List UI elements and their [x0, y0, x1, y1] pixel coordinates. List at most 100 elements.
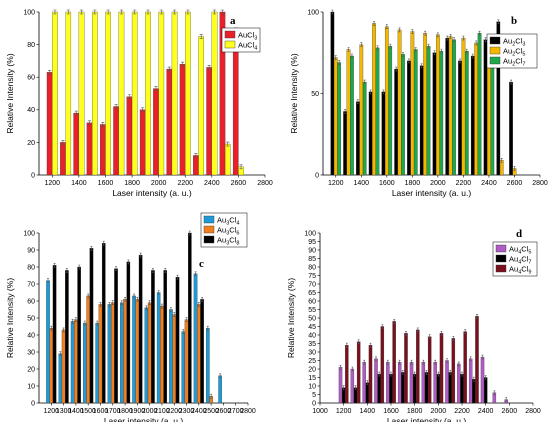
bar-au3cl6	[147, 302, 152, 404]
error-bar	[207, 65, 211, 70]
error-bar	[481, 354, 484, 360]
error-bar	[71, 319, 74, 324]
bar-au4cl7	[401, 372, 405, 404]
error-bar	[493, 390, 496, 396]
error-bar	[434, 359, 437, 365]
error-bar	[61, 140, 65, 145]
error-bar	[148, 300, 151, 305]
bar-au4cl9	[380, 326, 385, 404]
error-bar	[471, 53, 474, 59]
bar-au2cl7	[439, 50, 444, 176]
bar-au2cl5	[436, 34, 440, 176]
bar-au4cl5	[421, 362, 426, 404]
y-tick-label: 80	[27, 42, 35, 49]
bar-au4cl5	[362, 362, 366, 404]
x-tick-label: 2600	[216, 408, 232, 415]
error-bar	[157, 290, 160, 295]
bar-au3cl8	[101, 243, 106, 404]
y-tick-label: 90	[308, 247, 316, 254]
error-bar	[478, 30, 481, 36]
bar-au2cl5	[461, 37, 466, 176]
y-tick-label: 50	[311, 91, 319, 98]
error-bar	[220, 9, 225, 15]
y-tick-label: 90	[27, 247, 35, 254]
error-bar	[201, 297, 204, 302]
error-bar	[440, 331, 443, 336]
bar-au4cl9	[475, 316, 479, 404]
error-bar	[197, 302, 200, 307]
error-bar	[108, 302, 111, 307]
error-bar	[461, 371, 463, 377]
error-bar	[360, 42, 363, 47]
x-tick-label: 2100	[154, 408, 170, 415]
bar-aucl3	[139, 109, 146, 176]
error-bar	[484, 37, 487, 43]
error-bar	[173, 9, 177, 15]
error-bar	[436, 32, 439, 38]
y-tick-label: 40	[308, 332, 316, 339]
error-bar	[114, 104, 118, 109]
panel-label: c	[199, 258, 204, 270]
error-bar	[127, 94, 131, 100]
error-bar	[154, 86, 158, 91]
error-bar	[462, 35, 465, 41]
x-tick-label: 2000	[430, 180, 446, 187]
bar-au3cl8	[77, 266, 81, 404]
x-tick-label: 1300	[56, 408, 72, 415]
error-bar	[79, 9, 84, 15]
x-tick-label: 1600	[93, 408, 109, 415]
error-bar	[363, 359, 366, 365]
bar-aucl4	[131, 11, 138, 176]
bar-au2cl3	[483, 39, 488, 176]
x-axis-label: Laser intensity (a. u.)	[387, 416, 467, 422]
x-tick-label: 2200	[454, 408, 470, 415]
bar-au4cl9	[451, 338, 456, 404]
bar-au3cl6	[184, 319, 189, 404]
bar-au2cl5	[474, 42, 479, 176]
error-bar	[99, 302, 102, 307]
error-bar	[484, 375, 487, 380]
bar-au2cl7	[337, 62, 342, 176]
bar-au3cl6	[110, 302, 115, 404]
bar-au2cl3	[407, 60, 411, 176]
error-bar	[93, 9, 97, 15]
error-bar	[386, 359, 389, 365]
bar-au4cl5	[338, 367, 343, 404]
bar-aucl4	[145, 11, 151, 176]
bar-au3cl6	[197, 304, 201, 404]
bar-au3cl4	[218, 375, 222, 404]
y-tick-label: 20	[27, 140, 35, 147]
error-bar	[124, 297, 127, 302]
x-tick-label: 2200	[177, 180, 193, 187]
legend-entry: Au3Cl8	[217, 236, 239, 247]
legend-swatch	[489, 36, 501, 45]
error-bar	[66, 9, 70, 15]
legend-entry: Au2Cl3	[503, 37, 525, 48]
bar-au2cl7	[388, 46, 393, 176]
bar-aucl4	[118, 11, 125, 176]
error-bar	[53, 9, 57, 15]
error-bar	[446, 35, 449, 41]
x-tick-label: 1500	[80, 408, 96, 415]
y-tick-label: 15	[308, 375, 316, 382]
y-tick-label: 60	[27, 298, 35, 305]
error-bar	[363, 79, 366, 85]
bar-au2cl5	[372, 23, 376, 176]
y-tick-label: 0	[31, 400, 35, 407]
error-bar	[452, 336, 455, 341]
bar-au2cl5	[346, 49, 351, 176]
y-axis-label: Relative Intensity (%)	[289, 53, 299, 133]
legend-entry: Au4Cl5	[509, 245, 531, 256]
legend-entry: Au3Cl6	[217, 226, 239, 237]
x-tick-label: 1800	[117, 408, 133, 415]
bar-aucl4	[185, 11, 191, 176]
bar-au2cl5	[333, 57, 338, 176]
error-bar	[510, 79, 513, 85]
bar-au4cl5	[350, 368, 355, 404]
bar-aucl4	[198, 36, 204, 176]
bar-au3cl8	[114, 268, 118, 404]
error-bar	[206, 325, 209, 331]
y-axis-label: Relative Intensity (%)	[286, 278, 296, 358]
y-tick-label: 100	[23, 230, 35, 237]
bar-au3cl4	[70, 321, 75, 404]
